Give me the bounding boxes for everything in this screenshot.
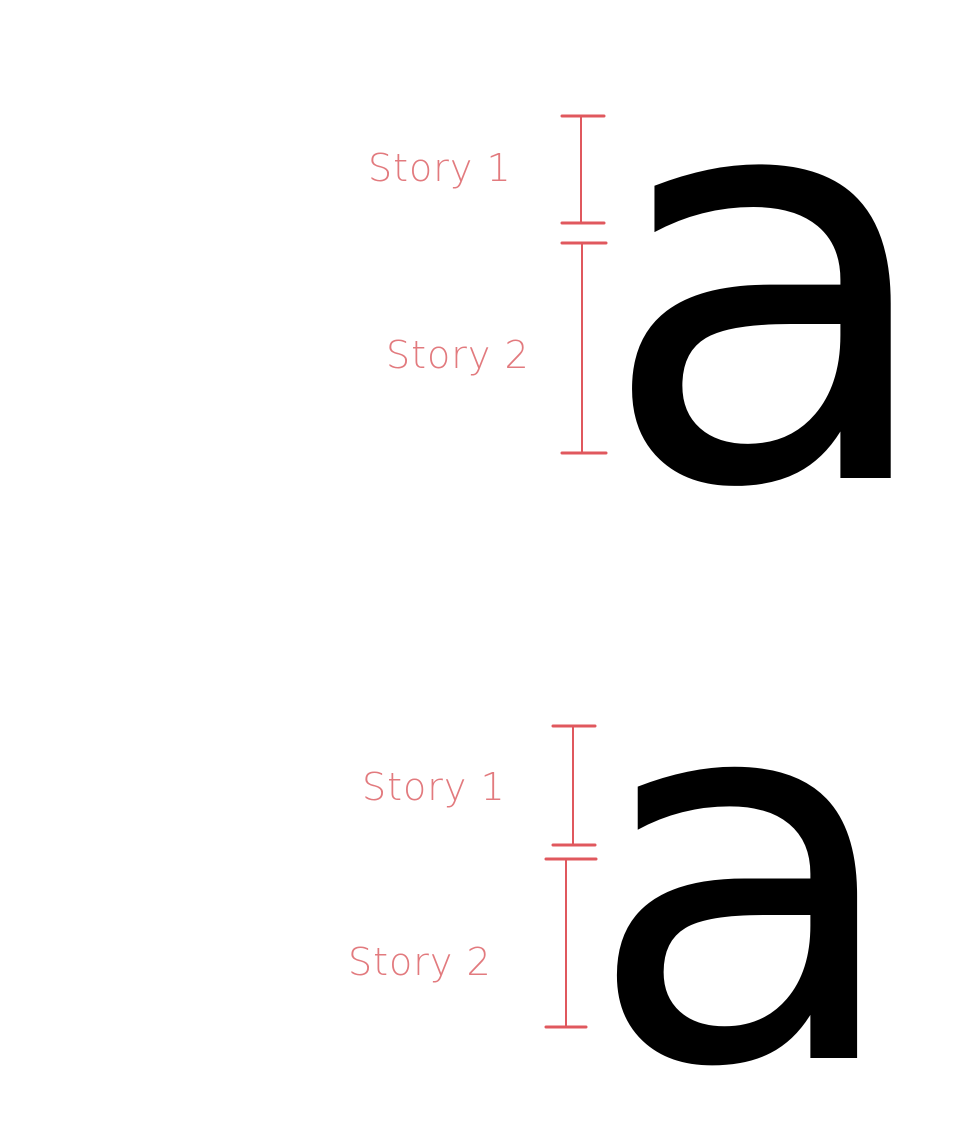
label-story-2-top: Story 2 bbox=[386, 333, 530, 377]
figure-top: a Story 1 Story 2 bbox=[368, 0, 942, 611]
bracket-story-2-top bbox=[560, 241, 608, 455]
label-story-2-bottom: Story 2 bbox=[348, 940, 492, 984]
label-story-1-top: Story 1 bbox=[368, 146, 512, 190]
bracket-story-1-top bbox=[560, 114, 606, 225]
bracket-story-1-bottom bbox=[551, 724, 597, 847]
glyph-a-top: a bbox=[598, 0, 941, 611]
glyph-a-bottom: a bbox=[586, 575, 905, 1128]
label-story-1-bottom: Story 1 bbox=[362, 765, 506, 809]
figure-bottom: a Story 1 Story 2 bbox=[348, 575, 904, 1128]
bracket-story-2-bottom bbox=[544, 857, 598, 1029]
